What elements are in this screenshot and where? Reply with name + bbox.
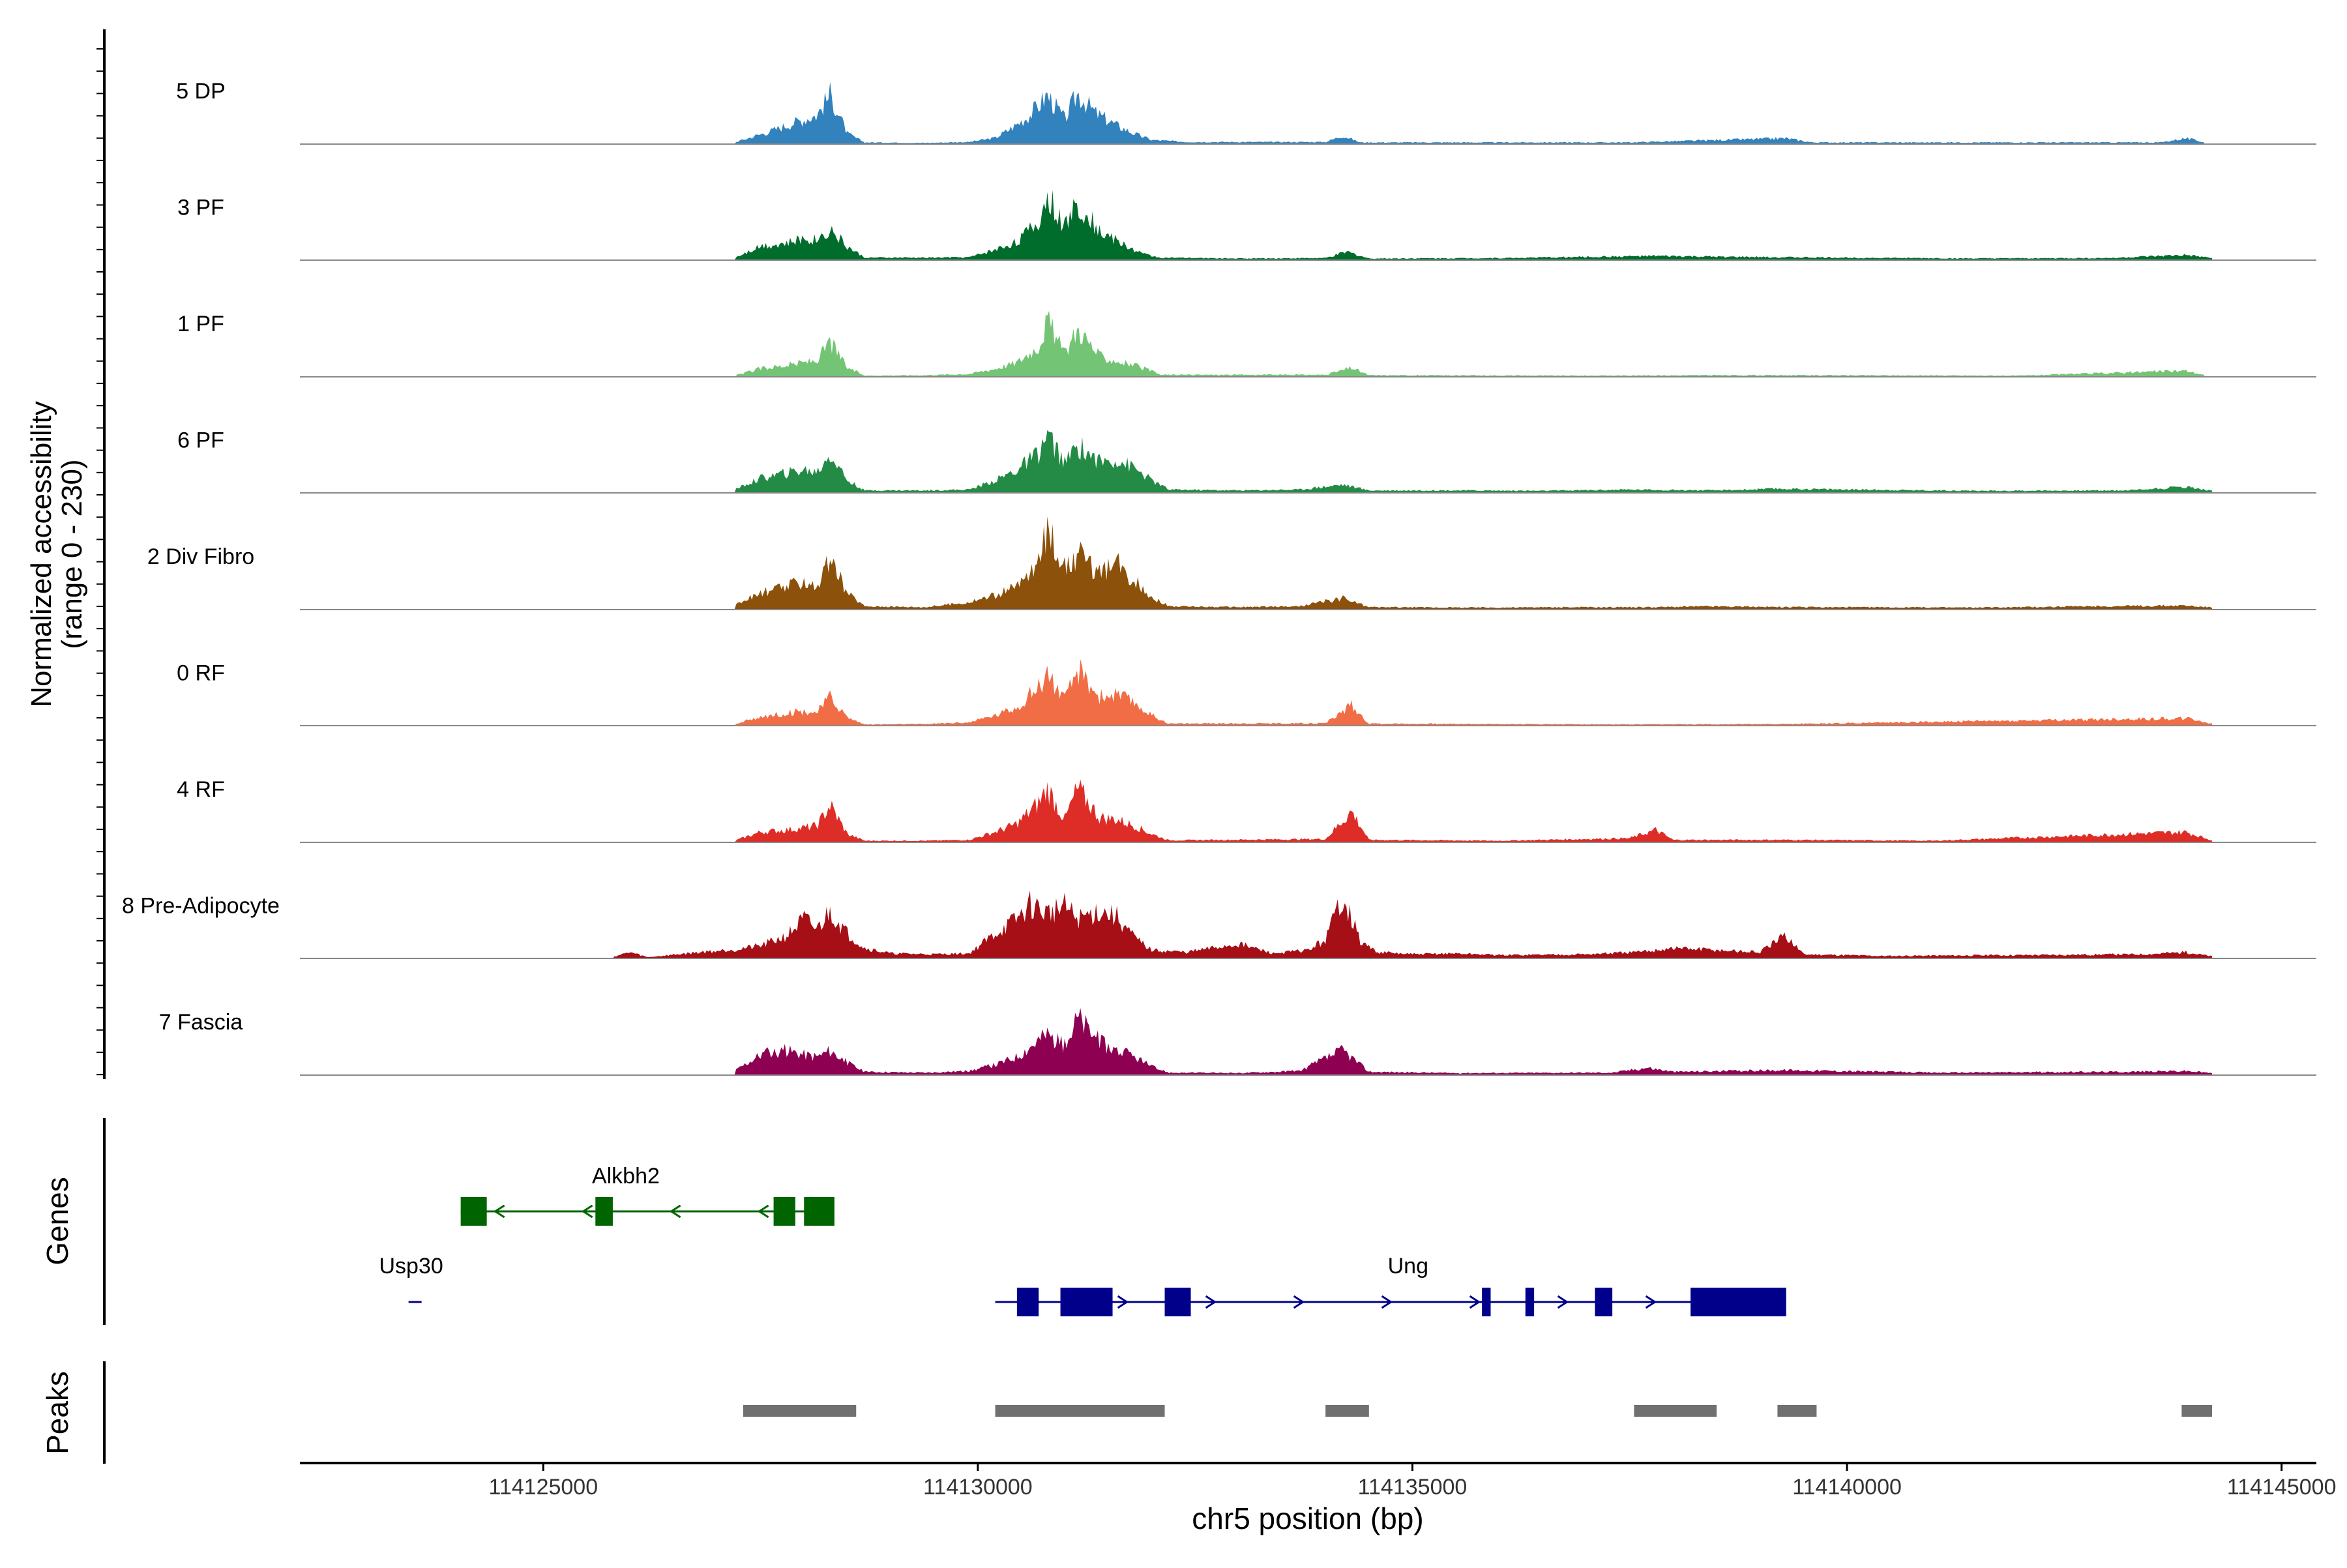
peak-bar — [1634, 1405, 1717, 1417]
x-tick-label: 114125000 — [488, 1475, 598, 1500]
track-area — [300, 310, 2212, 377]
track-label: 1 PF — [177, 312, 224, 336]
peak-bar — [995, 1405, 1165, 1417]
track-area — [300, 190, 2212, 260]
track-7-fascia: 7 Fascia — [159, 1008, 2316, 1076]
exon — [804, 1197, 834, 1226]
track-0-rf: 0 RF — [177, 659, 2316, 726]
track-label: 6 PF — [177, 428, 224, 453]
x-tick-label: 114145000 — [2227, 1475, 2337, 1500]
strand-arrow — [1469, 1295, 1481, 1309]
strand-arrow — [1205, 1295, 1217, 1309]
y-axis-range-label: (range 0 - 230) — [56, 459, 88, 649]
exon — [595, 1197, 613, 1226]
exon — [1525, 1288, 1535, 1316]
strand-arrow — [493, 1204, 505, 1219]
track-area — [300, 891, 2212, 958]
track-label: 7 Fascia — [159, 1010, 243, 1035]
track-3-pf: 3 PF — [177, 190, 2316, 261]
gene-label: Alkbh2 — [592, 1164, 660, 1189]
track-area — [300, 81, 2212, 144]
track-label: 5 DP — [176, 79, 226, 104]
track-area — [300, 1008, 2212, 1075]
peak-bar — [1325, 1405, 1369, 1417]
track-area — [300, 659, 2212, 726]
peak-bar — [2181, 1405, 2213, 1417]
genes-axis-label: Genes — [40, 1177, 74, 1265]
strand-arrow — [581, 1204, 593, 1219]
x-tick-label: 114130000 — [923, 1475, 1033, 1500]
y-axis-label: Normalized accessibility — [25, 401, 57, 707]
strand-arrow — [1293, 1295, 1305, 1309]
strand-arrow — [1117, 1295, 1129, 1309]
track-4-rf: 4 RF — [177, 777, 2316, 843]
exon — [1482, 1288, 1491, 1316]
exon — [1060, 1288, 1113, 1316]
gene-label: Usp30 — [379, 1254, 443, 1279]
track-label: 3 PF — [177, 196, 224, 220]
exon — [1595, 1288, 1613, 1316]
track-label: 0 RF — [177, 661, 225, 686]
peaks-track — [743, 1405, 2213, 1417]
gene-label: Ung — [1388, 1254, 1428, 1279]
y-minor-ticks — [96, 48, 104, 1076]
track-area — [300, 516, 2212, 610]
strand-arrow — [1645, 1295, 1657, 1309]
gene-alkbh2: Alkbh2 — [460, 1164, 834, 1226]
x-axis-label: chr5 position (bp) — [1192, 1501, 1423, 1535]
strand-arrow — [1381, 1295, 1393, 1309]
exon — [460, 1197, 487, 1226]
track-8-pre-adipocyte: 8 Pre-Adipocyte — [122, 891, 2316, 959]
exon — [1164, 1288, 1191, 1316]
track-5-dp: 5 DP — [176, 79, 2316, 145]
x-axis-ticks: 114125000 114130000 114135000 114140000 1141… — [488, 1463, 2337, 1500]
exon — [1016, 1288, 1039, 1316]
exon — [1690, 1288, 1786, 1316]
track-label: 2 Div Fibro — [147, 544, 254, 569]
strand-arrow — [757, 1204, 769, 1219]
peak-bar — [743, 1405, 857, 1417]
peak-bar — [1777, 1405, 1817, 1417]
track-6-pf: 6 PF — [177, 428, 2316, 494]
gene-usp30: Usp30 — [379, 1254, 443, 1303]
x-tick-label: 114140000 — [1792, 1475, 1902, 1500]
track-area — [300, 430, 2212, 493]
track-area — [300, 779, 2212, 842]
track-1-pf: 1 PF — [177, 310, 2316, 377]
axes-group — [103, 29, 2316, 1464]
exon — [773, 1197, 795, 1226]
peaks-axis-label: Peaks — [40, 1371, 74, 1455]
track-label: 8 Pre-Adipocyte — [122, 894, 280, 919]
strand-arrow — [1557, 1295, 1569, 1309]
gene-annotation-track: Alkbh2 Usp30 Ung — [379, 1164, 1786, 1316]
x-tick-label: 114135000 — [1358, 1475, 1468, 1500]
coverage-tracks: 5 DP 3 PF 1 PF 6 PF 2 Div Fibro 0 RF 4 RF 8 Pre… — [122, 79, 2316, 1076]
track-2-div-fibro: 2 Div Fibro — [147, 516, 2316, 610]
track-label: 4 RF — [177, 777, 225, 802]
strand-arrow — [669, 1204, 681, 1219]
gene-ung: Ung — [995, 1254, 1786, 1316]
